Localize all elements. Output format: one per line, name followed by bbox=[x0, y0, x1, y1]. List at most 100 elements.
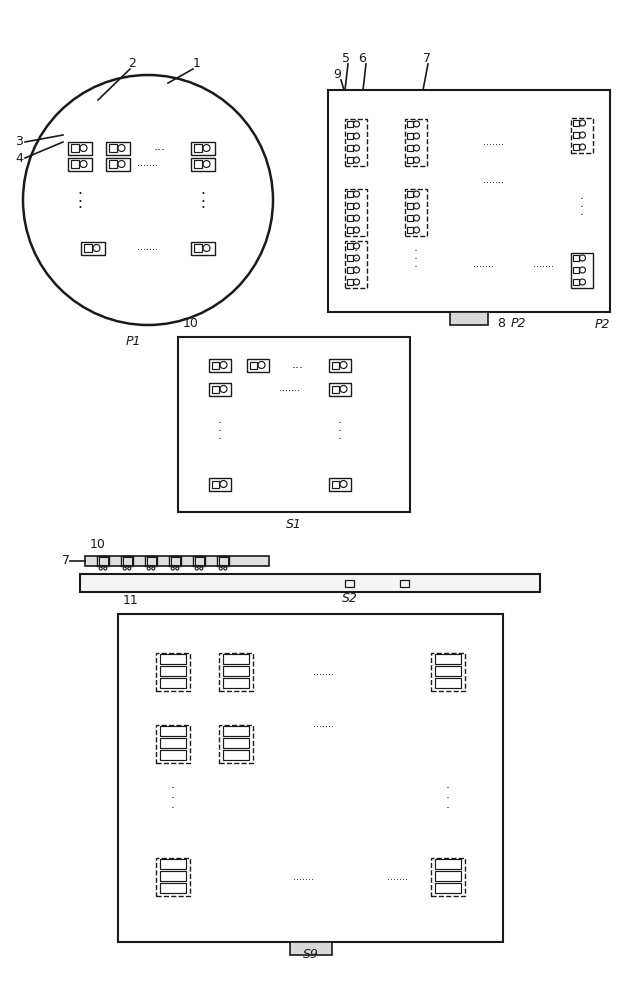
Text: ·: · bbox=[218, 434, 222, 446]
Bar bbox=[171, 557, 179, 565]
Text: ·: · bbox=[580, 194, 584, 207]
Text: P2: P2 bbox=[594, 318, 610, 331]
Text: 2: 2 bbox=[128, 57, 136, 70]
Text: ·: · bbox=[201, 188, 206, 202]
Text: ·: · bbox=[338, 418, 342, 430]
Text: ·: · bbox=[171, 802, 175, 816]
Bar bbox=[331, 481, 338, 488]
Bar bbox=[160, 654, 186, 664]
Bar bbox=[83, 244, 92, 252]
Text: ·: · bbox=[338, 426, 342, 438]
Text: ·: · bbox=[446, 782, 450, 796]
Text: S2: S2 bbox=[342, 592, 358, 605]
Bar bbox=[223, 654, 249, 664]
Bar bbox=[211, 385, 219, 392]
Bar bbox=[331, 385, 338, 392]
Bar bbox=[573, 279, 579, 285]
Text: ·: · bbox=[77, 188, 82, 202]
Bar bbox=[329, 382, 351, 395]
Text: ·: · bbox=[354, 261, 358, 274]
Text: ·: · bbox=[414, 253, 418, 266]
Text: ...: ... bbox=[154, 140, 166, 153]
Bar bbox=[346, 145, 353, 151]
Text: ·: · bbox=[218, 418, 222, 430]
Bar bbox=[178, 337, 410, 512]
Bar bbox=[247, 359, 269, 371]
Text: .......: ....... bbox=[313, 719, 333, 729]
Bar bbox=[209, 478, 231, 490]
Bar bbox=[346, 227, 353, 233]
Text: P1: P1 bbox=[125, 335, 141, 348]
Text: .......: ....... bbox=[472, 259, 493, 269]
Bar bbox=[68, 157, 92, 170]
Bar bbox=[219, 725, 253, 763]
Bar bbox=[571, 117, 593, 152]
Text: S9: S9 bbox=[303, 948, 318, 961]
Bar bbox=[571, 252, 593, 288]
Bar bbox=[68, 141, 92, 154]
Text: S1: S1 bbox=[286, 518, 302, 531]
Text: ·: · bbox=[446, 792, 450, 806]
Text: ·: · bbox=[414, 245, 418, 258]
Bar bbox=[400, 580, 409, 586]
Bar bbox=[217, 556, 229, 566]
Bar bbox=[193, 556, 205, 566]
Bar bbox=[219, 557, 227, 565]
Text: .......: ....... bbox=[138, 158, 158, 168]
Bar bbox=[406, 227, 412, 233]
Text: 10: 10 bbox=[183, 317, 199, 330]
Bar bbox=[435, 678, 461, 688]
Bar bbox=[194, 557, 204, 565]
Bar bbox=[435, 871, 461, 881]
Text: P2: P2 bbox=[511, 317, 526, 330]
Bar bbox=[406, 215, 412, 221]
Bar bbox=[290, 942, 331, 955]
Bar bbox=[194, 244, 201, 252]
Bar bbox=[346, 121, 353, 127]
Bar bbox=[406, 145, 412, 151]
Text: ·: · bbox=[446, 802, 450, 816]
Bar bbox=[346, 243, 353, 249]
Bar bbox=[405, 188, 427, 235]
Bar bbox=[191, 241, 215, 254]
Bar bbox=[209, 382, 231, 395]
Bar bbox=[146, 557, 156, 565]
Bar bbox=[573, 120, 579, 126]
Bar bbox=[81, 241, 105, 254]
Bar bbox=[405, 118, 427, 165]
Bar bbox=[118, 614, 503, 942]
Text: .......: ....... bbox=[280, 383, 300, 393]
Text: ·: · bbox=[338, 434, 342, 446]
Bar bbox=[573, 132, 579, 138]
Bar bbox=[346, 157, 353, 163]
Bar bbox=[249, 361, 257, 368]
Text: 7: 7 bbox=[62, 554, 70, 567]
Bar bbox=[223, 678, 249, 688]
Bar bbox=[106, 157, 130, 170]
Bar bbox=[223, 726, 249, 736]
Bar bbox=[121, 556, 133, 566]
Bar bbox=[573, 144, 579, 150]
Bar bbox=[223, 750, 249, 760]
Text: ·: · bbox=[580, 202, 584, 215]
Bar bbox=[406, 121, 412, 127]
Bar bbox=[108, 160, 117, 168]
Bar bbox=[573, 255, 579, 261]
Bar bbox=[156, 653, 190, 691]
Bar bbox=[435, 883, 461, 893]
Bar bbox=[160, 738, 186, 748]
Text: ·: · bbox=[201, 194, 206, 210]
Bar bbox=[191, 141, 215, 154]
Bar bbox=[346, 215, 353, 221]
Bar bbox=[85, 556, 269, 566]
Bar bbox=[346, 203, 353, 209]
Text: ...: ... bbox=[292, 358, 304, 370]
Bar bbox=[97, 556, 109, 566]
Bar bbox=[160, 678, 186, 688]
Text: ·: · bbox=[580, 210, 584, 223]
Bar bbox=[209, 359, 231, 371]
Bar bbox=[123, 557, 131, 565]
Bar bbox=[194, 160, 201, 168]
Bar bbox=[194, 144, 201, 152]
Text: .......: ....... bbox=[388, 872, 409, 882]
